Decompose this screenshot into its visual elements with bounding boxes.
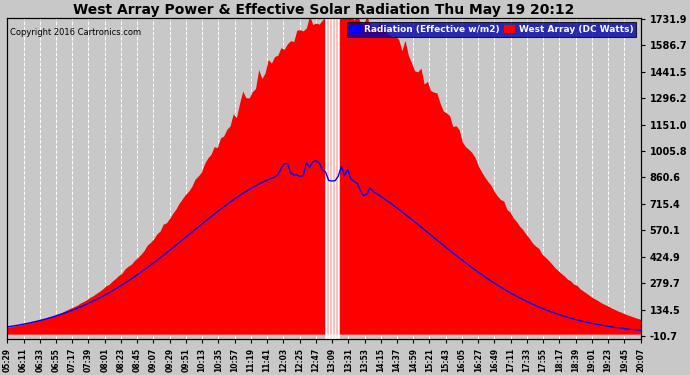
Legend: Radiation (Effective w/m2), West Array (DC Watts): Radiation (Effective w/m2), West Array (…: [347, 22, 636, 37]
Text: Copyright 2016 Cartronics.com: Copyright 2016 Cartronics.com: [10, 28, 141, 37]
Title: West Array Power & Effective Solar Radiation Thu May 19 20:12: West Array Power & Effective Solar Radia…: [73, 3, 575, 17]
